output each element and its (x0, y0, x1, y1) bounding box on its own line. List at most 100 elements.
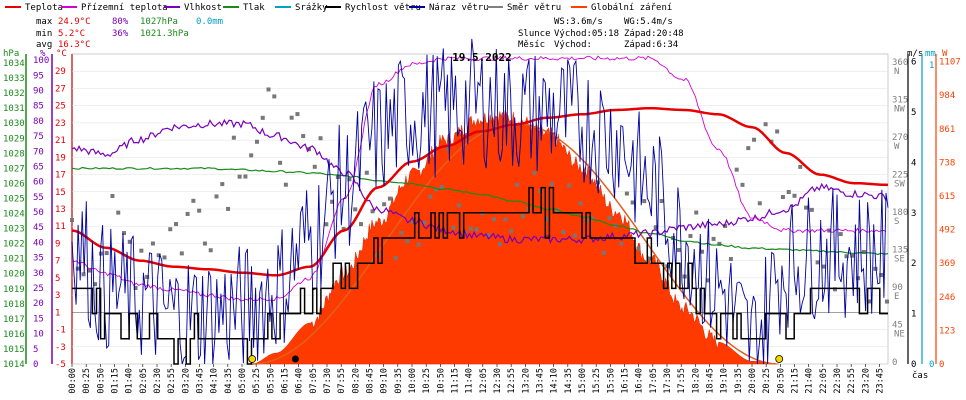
wind-direction-point (208, 248, 213, 253)
x-tick-label: 19:35 (734, 368, 744, 394)
percent-tick: 50 (33, 208, 44, 218)
wind-direction-point (688, 233, 693, 238)
x-axis-label: čas (912, 370, 928, 381)
wind-direction-point (786, 190, 791, 195)
plot-area (70, 38, 889, 365)
hpa-tick: 1015 (3, 345, 25, 355)
wind-direction-point (838, 232, 843, 237)
x-tick-label: 16:40 (635, 368, 645, 394)
percent-tick: 80 (33, 117, 44, 127)
hpa-tick: 1018 (3, 300, 25, 310)
wind-direction-point (266, 87, 271, 92)
x-tick-label: 06:40 (295, 368, 305, 394)
wind-direction-point (289, 115, 294, 120)
sunrise-marker (248, 355, 257, 363)
hpa-tick: 1034 (3, 59, 25, 69)
legend-label-2: Vlhkost (184, 3, 222, 13)
x-tick-label: 05:00 (238, 368, 248, 394)
wind-direction-point (347, 177, 352, 182)
moonset-marker (291, 355, 299, 363)
wind-direction-point (104, 251, 109, 256)
wind-direction-point (775, 129, 780, 134)
x-tick-label: 15:25 (592, 368, 602, 394)
wind-direction-point (81, 272, 86, 277)
hpa-tick: 1026 (3, 179, 25, 189)
hpa-axis-label: hPa (3, 49, 19, 59)
x-tick-label: 14:35 (564, 368, 574, 394)
wind-direction-point (474, 227, 479, 232)
direction-label: N (894, 67, 899, 77)
series-humidity (71, 118, 887, 245)
x-tick-label: 05:25 (252, 368, 262, 394)
wind-direction-point (705, 278, 710, 283)
percent-tick: 55 (33, 193, 44, 203)
series-wind-gust (71, 38, 889, 365)
percent-tick: 95 (33, 71, 44, 81)
moon-label: Měsíc (518, 40, 545, 50)
wind-direction-point (601, 250, 606, 255)
wind-direction-point (792, 193, 797, 198)
wind-direction-point (648, 256, 652, 261)
moon-set: Západ:6:34 (624, 40, 678, 50)
x-tick-label: 01:15 (111, 368, 121, 394)
x-tick-label: 19:10 (720, 368, 730, 394)
legend-label-3: Tlak (243, 3, 265, 13)
wind-direction-point (237, 174, 242, 179)
x-tick-label: 22:30 (833, 368, 843, 394)
x-tick-label: 22:05 (819, 368, 829, 394)
wind-direction-point (642, 199, 647, 204)
stat-max-temp: 24.9°C (58, 17, 91, 27)
wind-direction-point (809, 207, 814, 212)
stat-max-hum: 80% (112, 17, 129, 27)
wind-direction-point (694, 210, 699, 215)
wind-direction-point (717, 241, 722, 246)
x-axis: 00:00 00:25 00:50 01:15 01:40 02:05 02:30 02:55… (68, 364, 886, 394)
celsius-tick: -3 (55, 343, 66, 353)
wind-direction-point (283, 182, 288, 187)
wind-direction-point (272, 94, 277, 99)
wind-direction-point (87, 268, 92, 273)
legend-label-5: Rychlost větru (345, 3, 421, 13)
wind-direction-point (595, 180, 600, 185)
x-tick-label: 07:05 (309, 368, 319, 394)
wind-direction-point (497, 242, 502, 247)
wind-direction-point (387, 196, 392, 201)
celsius-tick: -1 (55, 326, 66, 336)
wind-direction-point (353, 207, 358, 212)
ms-axis-label: m/s (907, 49, 923, 59)
x-tick-label: 16:15 (621, 368, 631, 394)
wind-direction-point (370, 209, 375, 214)
wind-direction-point (821, 264, 826, 269)
direction-label: SE (894, 255, 905, 265)
w-tick: 492 (939, 226, 955, 236)
wind-direction-point (439, 185, 444, 190)
direction-label: SW (894, 180, 905, 190)
ms-tick: 1 (911, 310, 916, 320)
x-tick-label: 07:55 (337, 368, 347, 394)
direction-label: E (894, 292, 899, 302)
direction-tick: 225 (892, 171, 908, 181)
hpa-tick: 1033 (3, 74, 25, 84)
celsius-tick: 7 (55, 257, 60, 267)
legend: Teplota Přízemní teplota Vlhkost Tlak Srážky… (5, 3, 672, 13)
wind-direction-point (451, 225, 456, 230)
percent-tick: 70 (33, 147, 44, 157)
x-tick-label: 00:50 (96, 368, 106, 394)
x-tick-label: 23:45 (876, 368, 886, 394)
x-tick-label: 17:05 (649, 368, 659, 394)
wind-direction-point (832, 287, 837, 292)
percent-tick: 100 (33, 56, 49, 66)
percent-tick: 45 (33, 223, 44, 233)
percent-tick: 35 (33, 254, 44, 264)
sun-set: Západ:20:48 (624, 29, 684, 39)
w-tick: 738 (939, 158, 955, 168)
ms-tick: 2 (911, 259, 916, 269)
wind-direction-point (295, 112, 300, 117)
x-tick-label: 13:45 (536, 368, 546, 394)
percent-tick: 15 (33, 314, 44, 324)
w-tick: 615 (939, 192, 955, 202)
wind-direction-point (422, 220, 427, 225)
wind-direction-point (185, 211, 190, 216)
wind-direction-point (249, 153, 254, 158)
